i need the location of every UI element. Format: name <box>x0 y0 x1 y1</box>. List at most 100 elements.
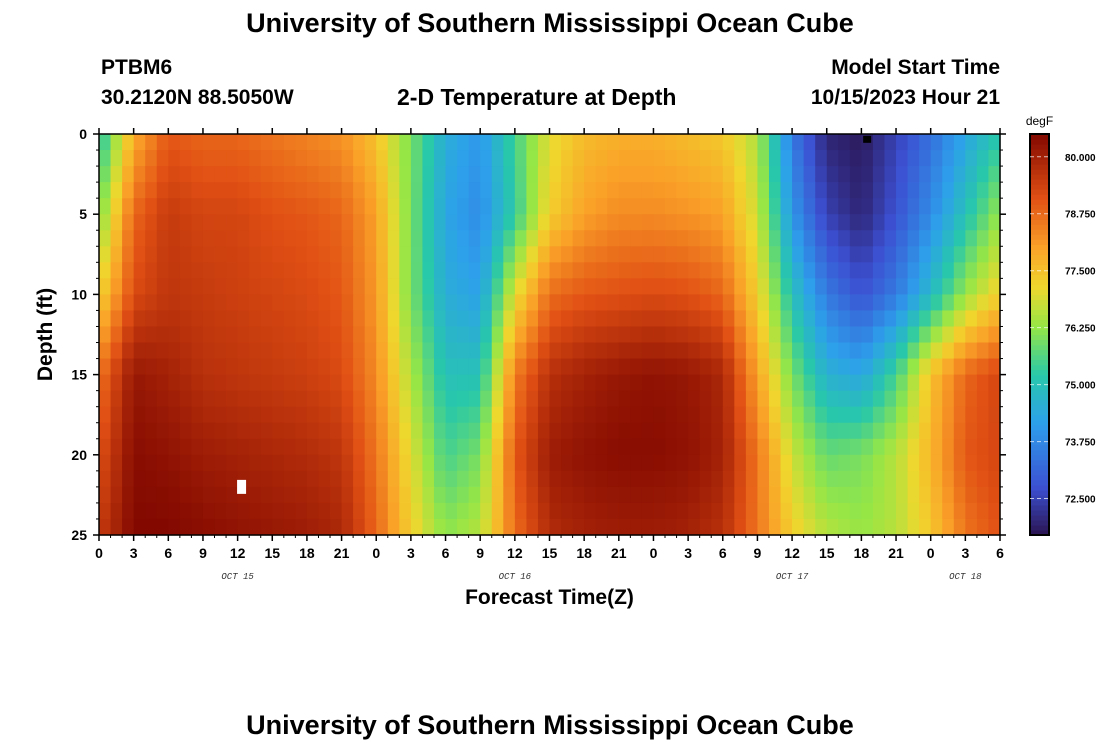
heatmap-cell <box>295 374 308 392</box>
heatmap-cell <box>607 150 620 167</box>
heatmap-cell <box>145 262 158 279</box>
heatmap-cell <box>468 470 481 488</box>
colorbar-segment <box>1030 389 1049 396</box>
heatmap-cell <box>803 198 816 215</box>
heatmap-cell <box>722 518 735 536</box>
heatmap-cell <box>768 502 782 520</box>
heatmap-cell <box>699 454 712 472</box>
heatmap-cell <box>226 470 239 488</box>
heatmap-cell <box>826 326 839 344</box>
heatmap-cell <box>953 438 966 456</box>
heatmap-cell <box>734 422 747 440</box>
heatmap-cell <box>688 166 701 183</box>
heatmap-cell <box>584 166 597 183</box>
heatmap-cell <box>168 358 181 376</box>
colorbar-segment <box>1030 269 1049 275</box>
heatmap-cell <box>688 342 701 360</box>
heatmap-cell <box>607 278 620 295</box>
heatmap-cell <box>110 134 123 151</box>
heatmap-cell <box>572 470 585 488</box>
heatmap-cell <box>526 134 539 151</box>
heatmap-cell <box>537 502 551 520</box>
heatmap-cell <box>122 150 135 167</box>
heatmap-cell <box>641 358 655 376</box>
heatmap-cell <box>295 422 308 440</box>
heatmap-cell <box>168 438 181 456</box>
heatmap-cell <box>468 294 481 312</box>
heatmap-cell <box>168 518 181 536</box>
heatmap-cell <box>595 502 608 520</box>
heatmap-cell <box>179 406 193 424</box>
heatmap-cell <box>260 486 273 504</box>
heatmap-cell <box>676 278 689 295</box>
heatmap-cell <box>353 246 366 263</box>
heatmap-cell <box>815 294 828 312</box>
heatmap-cell <box>884 502 897 520</box>
colorbar-segment <box>1030 449 1049 456</box>
heatmap-cell <box>306 470 320 488</box>
heatmap-cell <box>965 182 978 199</box>
heatmap-cell <box>514 198 527 215</box>
heatmap-cell <box>572 486 585 504</box>
heatmap-cell <box>849 390 862 408</box>
colorbar-tick-label: 78.750 <box>1065 210 1096 221</box>
heatmap-cell <box>399 182 412 199</box>
heatmap-cell <box>595 262 608 279</box>
heatmap-cell <box>676 438 689 456</box>
heatmap-cell <box>826 454 839 472</box>
heatmap-cell <box>549 486 562 504</box>
heatmap-cell <box>768 454 782 472</box>
heatmap-cell <box>399 246 412 263</box>
heatmap-cell <box>711 422 724 440</box>
heatmap-cell <box>711 134 724 151</box>
heatmap-cell <box>861 358 874 376</box>
heatmap-cell <box>838 486 851 504</box>
heatmap-cell <box>745 214 759 231</box>
heatmap-cell <box>306 214 320 231</box>
heatmap-cell <box>757 470 770 488</box>
heatmap-cell <box>711 454 724 472</box>
heatmap-cell <box>561 358 574 376</box>
heatmap-cell <box>630 454 643 472</box>
heatmap-cell <box>572 422 585 440</box>
heatmap-cell <box>757 374 770 392</box>
heatmap-cell <box>537 134 551 151</box>
heatmap-cell <box>353 326 366 344</box>
heatmap-cell <box>618 150 631 167</box>
heatmap-cell <box>930 358 943 376</box>
heatmap-cell <box>272 278 285 295</box>
heatmap-cell <box>815 486 828 504</box>
heatmap-cell <box>318 134 331 151</box>
heatmap-cell <box>884 422 897 440</box>
heatmap-cell <box>561 310 574 328</box>
heatmap-cell <box>988 502 1001 520</box>
heatmap-cell <box>503 294 516 312</box>
heatmap-cell <box>306 230 320 247</box>
heatmap-cell <box>341 486 354 504</box>
heatmap-cell <box>491 182 504 199</box>
heatmap-cell <box>630 150 643 167</box>
x-tick-label: 0 <box>372 545 380 561</box>
heatmap-cell <box>226 182 239 199</box>
heatmap-cell <box>838 310 851 328</box>
heatmap-cell <box>665 390 678 408</box>
heatmap-cell <box>433 454 447 472</box>
heatmap-cell <box>561 150 574 167</box>
heatmap-cell <box>237 134 250 151</box>
heatmap-cell <box>849 198 862 215</box>
heatmap-cell <box>884 294 897 312</box>
heatmap-cell <box>884 326 897 344</box>
heatmap-cell <box>376 214 389 231</box>
heatmap-cell <box>953 470 966 488</box>
heatmap-cell <box>884 310 897 328</box>
heatmap-cell <box>595 230 608 247</box>
heatmap-cell <box>457 294 470 312</box>
heatmap-cell <box>272 134 285 151</box>
heatmap-cell <box>618 230 631 247</box>
heatmap-cell <box>145 294 158 312</box>
heatmap-cell <box>226 198 239 215</box>
heatmap-cell <box>214 342 227 360</box>
heatmap-cell <box>872 358 886 376</box>
heatmap-cell <box>260 134 273 151</box>
heatmap-cell <box>433 198 447 215</box>
